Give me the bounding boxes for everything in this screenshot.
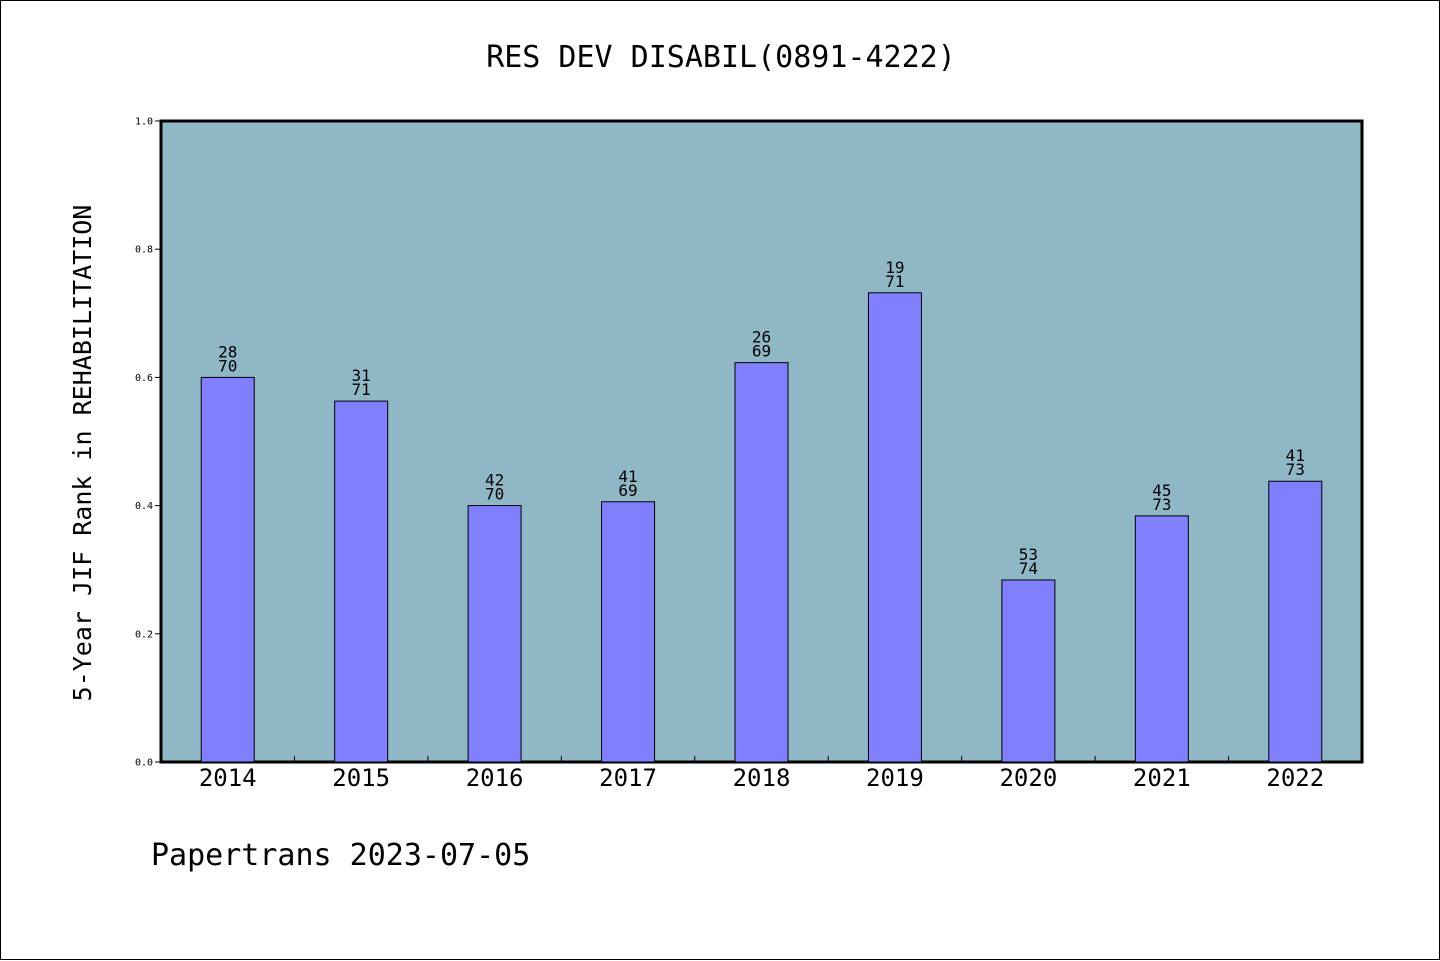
bar-rank-label-2016: 42 <box>485 471 504 490</box>
x-axis-ticks <box>293 756 1230 762</box>
x-tick-label-2014: 2014 <box>199 764 257 792</box>
bar-2015 <box>334 400 389 763</box>
bar-2021 <box>1134 515 1189 763</box>
bar-total-label-2014: 70 <box>218 356 237 375</box>
x-tick-label-2020: 2020 <box>999 764 1057 792</box>
bar-2018 <box>734 362 789 763</box>
bar-rank-label-2020: 53 <box>1019 545 1038 564</box>
bar-2017 <box>601 501 656 763</box>
bar-total-label-2016: 70 <box>485 485 504 504</box>
bar-total-label-2019: 71 <box>885 272 904 291</box>
chart-title: RES DEV DISABIL(0891-4222) <box>486 40 956 75</box>
bar-2019 <box>867 292 922 763</box>
x-tick-label-2019: 2019 <box>866 764 924 792</box>
y-axis-label: 5-Year JIF Rank in REHABILITATION <box>68 205 97 702</box>
bars-group <box>200 292 1323 763</box>
x-tick-label-2015: 2015 <box>332 764 390 792</box>
x-tick-label-2016: 2016 <box>466 764 524 792</box>
x-tick-label-2018: 2018 <box>733 764 791 792</box>
y-tick-label: 0.0 <box>135 758 153 769</box>
bar-total-label-2022: 73 <box>1286 460 1305 479</box>
bar-2022 <box>1268 480 1323 763</box>
y-tick-label: 0.8 <box>135 245 153 256</box>
bar-total-label-2017: 69 <box>618 481 637 500</box>
x-tick-label-2021: 2021 <box>1133 764 1191 792</box>
bar-2014 <box>200 376 255 763</box>
bar-total-label-2015: 71 <box>352 380 371 399</box>
bar-2020 <box>1001 579 1056 763</box>
y-tick-label: 0.2 <box>135 629 153 640</box>
bar-rank-label-2022: 41 <box>1286 446 1305 465</box>
y-tick-label: 0.4 <box>135 501 153 512</box>
x-tick-label-2017: 2017 <box>599 764 657 792</box>
bar-rank-label-2014: 28 <box>218 342 237 361</box>
footer-credit: Papertrans 2023-07-05 <box>151 838 530 873</box>
bar-rank-label-2017: 41 <box>618 467 637 486</box>
bar-rank-label-2015: 31 <box>352 366 371 385</box>
bar-rank-label-2021: 45 <box>1152 481 1171 500</box>
x-tick-label-2022: 2022 <box>1266 764 1324 792</box>
bar-2016 <box>467 505 522 763</box>
bar-rank-label-2019: 19 <box>885 258 904 277</box>
bar-total-label-2021: 73 <box>1152 495 1171 514</box>
y-tick-label: 1.0 <box>135 117 153 128</box>
bar-total-label-2020: 74 <box>1019 559 1038 578</box>
y-axis-ticks: 0.0 0.2 0.4 0.6 0.8 1.0 <box>135 117 161 769</box>
bar-total-label-2018: 69 <box>752 342 771 361</box>
y-tick-label: 0.6 <box>135 373 153 384</box>
x-axis-tick-labels: 2014 2015 2016 2017 2018 2019 2020 2021 2022 <box>199 764 1324 792</box>
bar-rank-label-2018: 26 <box>752 328 771 347</box>
